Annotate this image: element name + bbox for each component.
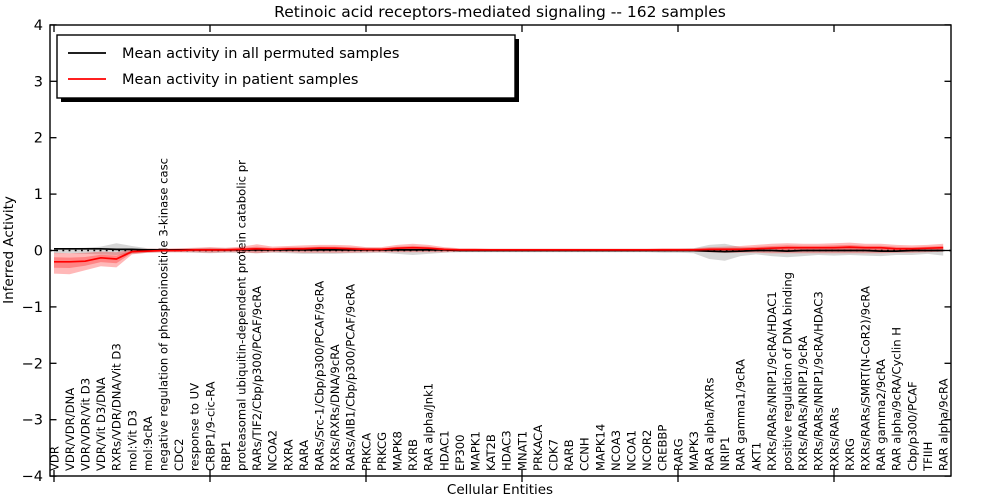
- x-tick-label: RXRG: [843, 438, 857, 471]
- x-tick-label: NCOA2: [266, 430, 280, 471]
- x-tick-label: CREBBP: [656, 425, 670, 471]
- x-tick-label: positive regulation of DNA binding: [781, 272, 795, 471]
- x-axis-label: Cellular Entities: [447, 482, 553, 498]
- y-tick-label: 2: [34, 131, 43, 147]
- y-tick-label: 1: [34, 187, 43, 203]
- y-tick-label: −3: [22, 413, 43, 429]
- x-tick-label: mol:Vit D3: [125, 410, 139, 471]
- x-tick-label: AKT1: [749, 442, 763, 471]
- chart-title: Retinoic acid receptors-mediated signali…: [274, 3, 726, 21]
- x-tick-label: response to UV: [188, 383, 202, 471]
- x-tick-labels: VDR VDR/VDR/DNA VDR/VDR/Vit D3 VDR/Vit D3/D…: [47, 158, 950, 472]
- x-tick-label: TFIIH: [921, 442, 935, 472]
- permuted-range-band: [54, 243, 944, 261]
- x-tick-label: CDC2: [172, 439, 186, 472]
- mean-activity-in-patient-samples-line: [54, 246, 944, 263]
- x-tick-label: PRKCA: [359, 433, 373, 471]
- x-tick-label: RXRs/RARs/NRIP1/9cRA: [796, 336, 810, 471]
- x-tick-label: MAPK3: [687, 431, 701, 471]
- y-tick-label: 0: [34, 244, 43, 260]
- x-tick-label: MAPK8: [391, 431, 405, 471]
- x-tick-label: Cbp/p300/PCAF: [905, 381, 919, 471]
- x-tick-label: CRBP1/9-cic-RA: [203, 381, 217, 471]
- legend-box: [56, 34, 516, 99]
- x-tick-label: RXRB: [406, 439, 420, 471]
- legend-permuted-label: Mean activity in all permuted samples: [122, 46, 399, 62]
- x-tick-label: RXRs/VDR/DNA/Vit D3: [110, 343, 124, 471]
- x-tick-label: HDAC1: [437, 430, 451, 471]
- x-tick-label: RAR gamma1/9cRA: [734, 359, 748, 471]
- x-tick-label: RXRs/RARs/NRIP1/9cRA/HDAC1: [765, 291, 779, 471]
- x-tick-label: EP300: [453, 435, 467, 471]
- x-tick-label: RARG: [671, 438, 685, 471]
- x-tick-label: RARs/TIF2/Cbp/p300/PCAF/9cRA: [250, 286, 264, 471]
- x-tick-label: HDAC3: [500, 430, 514, 471]
- x-tick-label: proteasomal ubiquitin-dependent protein …: [235, 160, 249, 471]
- x-tick-label: mol:9cRA: [141, 416, 155, 471]
- y-tick-label: 4: [34, 18, 43, 34]
- x-tick-label: negative regulation of phosphoinositide …: [157, 158, 171, 471]
- y-tick-label: −1: [22, 300, 43, 316]
- y-tick-label: −4: [22, 469, 43, 485]
- legend: Mean activity in all permuted samples Me…: [56, 34, 519, 102]
- x-tick-label: RXRs/RARs/NRIP1/9cRA/HDAC3: [812, 291, 826, 471]
- legend-patient-label: Mean activity in patient samples: [122, 72, 358, 88]
- x-tick-label: RXRA: [281, 439, 295, 471]
- x-tick-label: RARB: [562, 439, 576, 471]
- x-tick-label: RXRs/RARs: [827, 407, 841, 471]
- x-tick-label: PRKACA: [531, 425, 545, 471]
- x-tick-label: CCNH: [578, 437, 592, 471]
- x-tick-label: NRIP1: [718, 436, 732, 471]
- x-tick-label: RAR alpha/Jnk1: [422, 383, 436, 471]
- x-tick-label: RAR alpha/RXRs: [703, 378, 717, 471]
- x-tick-label: RXRs/RXRs/DNA/9cRA: [328, 344, 342, 471]
- x-tick-label: VDR/VDR/Vit D3: [79, 378, 93, 471]
- x-tick-label: RARA: [297, 440, 311, 471]
- x-tick-label: MAPK14: [593, 424, 607, 471]
- x-tick-label: RXRs/RARs/SMRT(N-CoR2)/9cRA: [859, 286, 873, 471]
- y-tick-label: −2: [22, 356, 43, 372]
- x-tick-label: NCOA1: [625, 430, 639, 471]
- x-tick-label: MAPK1: [469, 431, 483, 471]
- x-tick-label: RAR alpha/9cRA: [937, 378, 951, 471]
- x-tick-label: VDR/VDR/DNA: [63, 388, 77, 471]
- y-tick-label: 3: [34, 74, 43, 90]
- x-tick-label: RAR alpha/9cRA/Cyclin H: [890, 327, 904, 471]
- x-tick-label: RARs/AIB1/Cbp/p300/PCAF/9cRA: [344, 284, 358, 471]
- x-tick-label: RBP1: [219, 441, 233, 471]
- x-tick-label: PRKCG: [375, 432, 389, 471]
- x-tick-label: RARs/Src-1/Cbp/p300/PCAF/9cRA: [313, 281, 327, 471]
- y-axis-label: Inferred Activity: [1, 196, 17, 304]
- x-tick-label: MNAT1: [515, 431, 529, 471]
- x-tick-label: VDR/Vit D3/DNA: [94, 377, 108, 471]
- x-tick-label: KAT2B: [484, 434, 498, 471]
- x-tick-label: RAR gamma2/9cRA: [874, 359, 888, 471]
- x-tick-label: NCOR2: [640, 430, 654, 471]
- x-tick-label: VDR: [47, 446, 61, 471]
- axes: 4 3 2 1 0 −1 −2 −3 −4: [22, 18, 952, 485]
- x-tick-label: CDK7: [547, 439, 561, 471]
- x-tick-label: NCOA3: [609, 430, 623, 471]
- series-lines: [54, 246, 944, 263]
